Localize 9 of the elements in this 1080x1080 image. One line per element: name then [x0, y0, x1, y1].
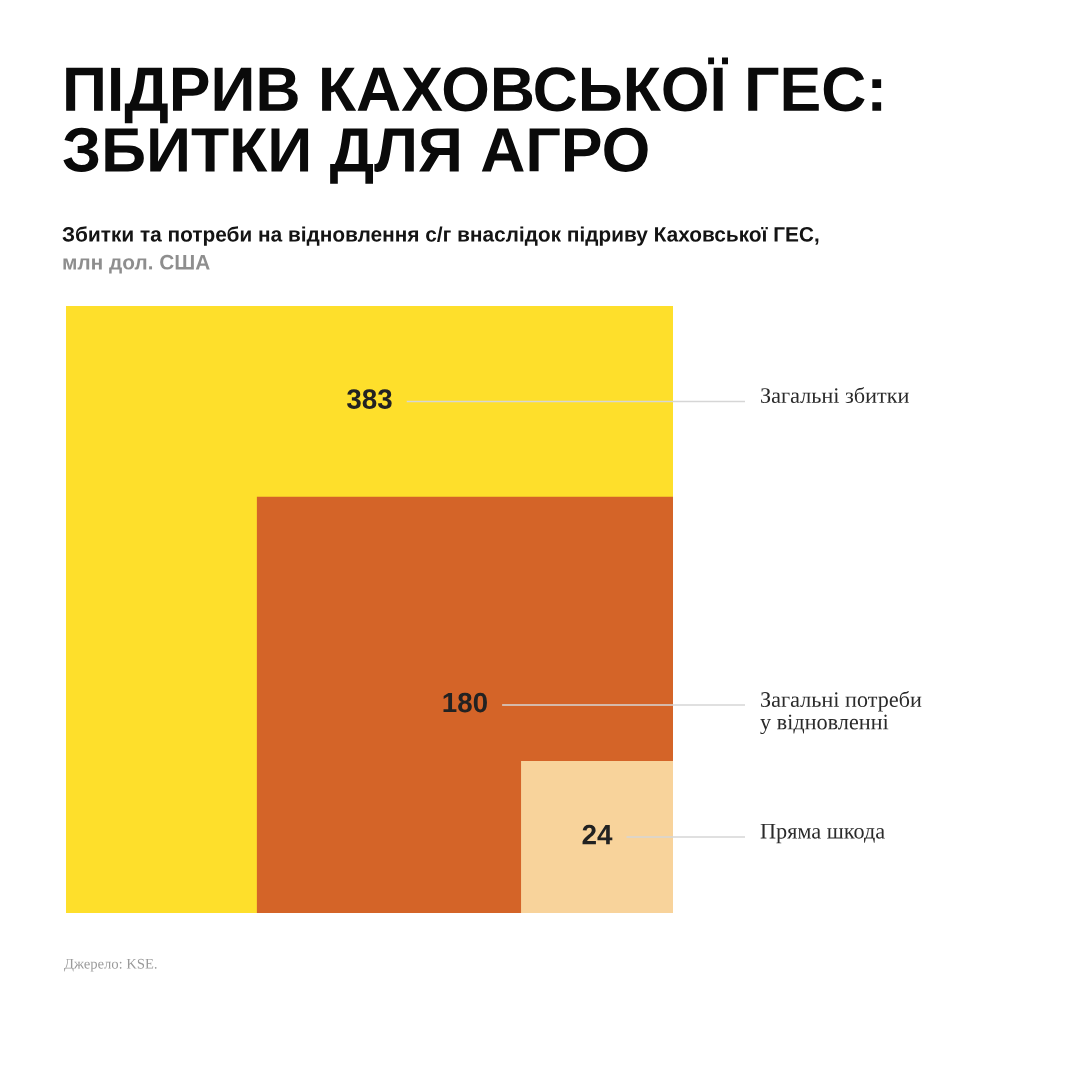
data-label: 24	[582, 824, 613, 845]
text: Збитки та потреби на відновлення с/г внаслідок підриву Каховської ГЕС, млн дол. США	[62, 226, 819, 274]
category-label: Загальні потреби у відновленні	[760, 690, 922, 735]
data-label: 383	[346, 389, 392, 409]
text: Джерело: KSE.	[64, 958, 157, 972]
category-label: Пряма шкода	[760, 823, 885, 844]
category-label: Загальні збитки	[761, 386, 909, 404]
text: ПІДРИВ КАХОВСЬКОЇ ГЕС: ЗБИТКИ ДЛЯ АГРО	[63, 57, 882, 184]
data-label: 180	[443, 692, 487, 713]
